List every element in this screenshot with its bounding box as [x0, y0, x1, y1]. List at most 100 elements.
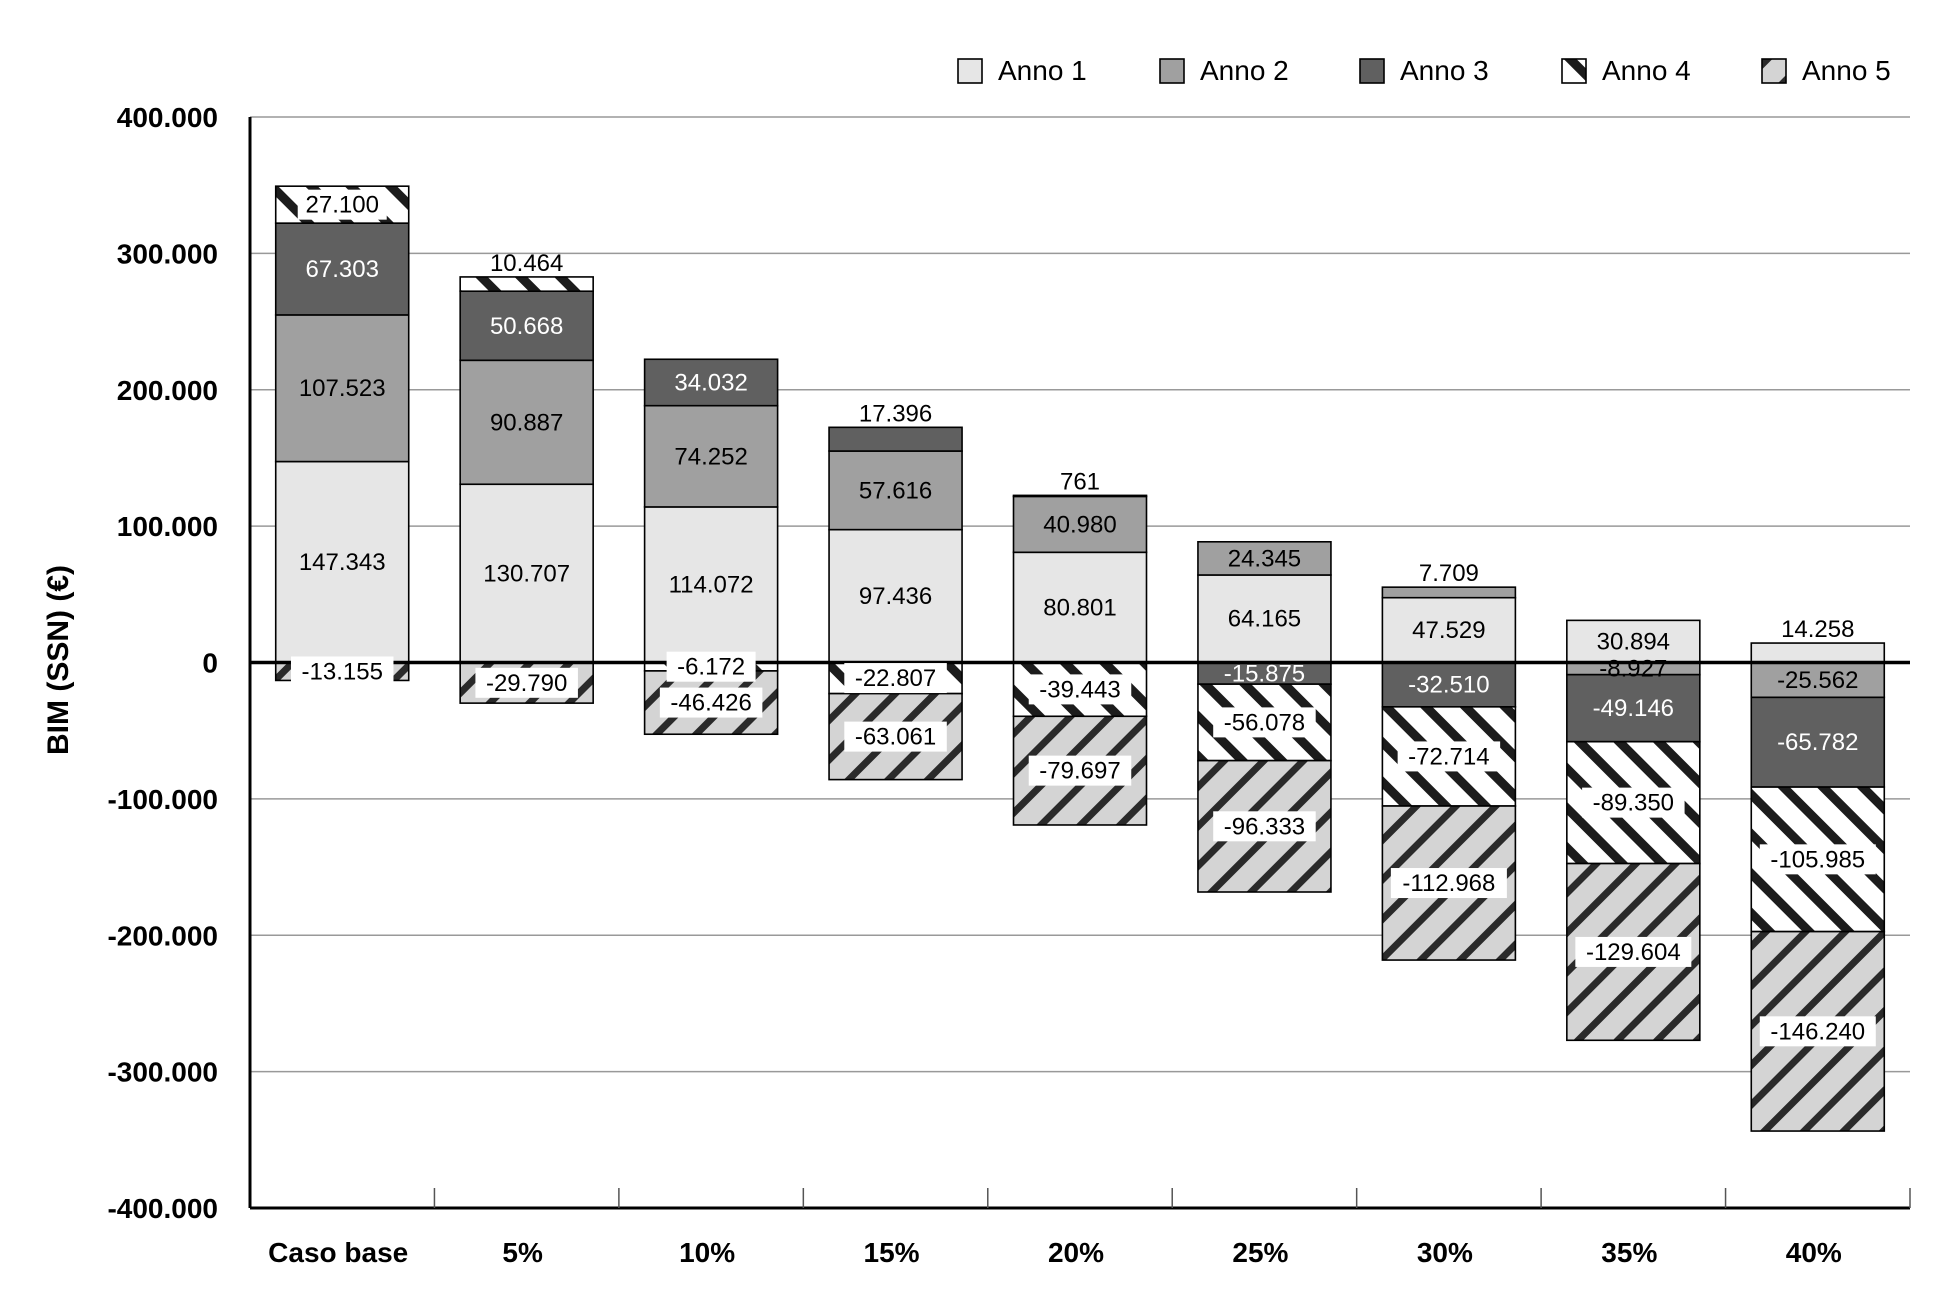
bar-segment-anno-1	[1381, 596, 1517, 664]
bar-segment-anno-3	[459, 290, 594, 362]
x-category-label: 35%	[1601, 1237, 1657, 1268]
data-label-group: -29.790	[475, 667, 578, 698]
bar-segment-anno-1	[1197, 574, 1332, 664]
data-label: -72.714	[1408, 743, 1489, 770]
data-label: 67.303	[306, 256, 379, 283]
y-axis-title: BIM (SSN) (€)	[42, 565, 75, 755]
data-label: 107.523	[299, 375, 386, 402]
y-tick-label: 300.000	[117, 238, 218, 269]
legend: Anno 1 Anno 2 Anno 3 Anno 4 Anno 5	[957, 55, 1891, 86]
data-label-group: -63.061	[844, 721, 947, 752]
data-label: 40.980	[1043, 511, 1116, 538]
data-label: 74.252	[674, 443, 747, 470]
data-label: -8.927	[1599, 656, 1667, 683]
data-label-group: 107.523	[299, 375, 386, 402]
data-label-group: 17.396	[859, 400, 932, 427]
data-label: 80.801	[1043, 594, 1116, 621]
data-label-background	[844, 663, 947, 694]
data-label: -146.240	[1770, 1018, 1865, 1045]
x-category-label: 20%	[1048, 1237, 1104, 1268]
bar-segment-anno-3	[1750, 696, 1886, 788]
x-category-label: 30%	[1417, 1237, 1473, 1268]
data-label-group: 90.887	[490, 409, 563, 436]
data-label: 7.709	[1419, 560, 1479, 587]
data-label-background	[1028, 674, 1132, 705]
legend-swatch	[1359, 58, 1385, 84]
axes: 400.000 300.000 200.000 100.000 0 -100.000 -20…	[107, 102, 1911, 1268]
bar-segment-anno-1	[459, 483, 594, 664]
y-tick-label: -400.000	[107, 1193, 218, 1224]
data-label: -25.562	[1777, 667, 1858, 694]
legend-swatch	[1561, 58, 1587, 84]
data-label-group: -49.146	[1593, 695, 1674, 722]
legend-label: Anno 3	[1400, 55, 1489, 86]
data-label-group: 40.980	[1043, 511, 1116, 538]
data-label: -65.782	[1777, 729, 1858, 756]
data-label-group: 67.303	[306, 256, 379, 283]
data-label: 130.707	[483, 560, 570, 587]
data-label: 64.165	[1228, 606, 1301, 633]
data-label-background	[475, 667, 578, 698]
data-label: 50.668	[490, 313, 563, 340]
data-label-group: -105.985	[1759, 844, 1876, 875]
data-label-group: -32.510	[1408, 672, 1489, 699]
data-label: 27.100	[306, 192, 379, 219]
bar-segment-anno-3	[1381, 661, 1517, 708]
data-label-group: -22.807	[844, 663, 947, 694]
data-label: -32.510	[1408, 672, 1489, 699]
bar-segment-anno-2	[1197, 540, 1332, 576]
data-label: -39.443	[1039, 676, 1120, 703]
data-label-group: -56.078	[1213, 707, 1316, 738]
data-label: 147.343	[299, 549, 386, 576]
data-label-background	[1759, 1016, 1876, 1047]
data-label: -96.333	[1224, 813, 1305, 840]
data-label-background	[1582, 787, 1685, 818]
data-label-group: 14.258	[1781, 616, 1854, 643]
data-label-group: 24.345	[1228, 545, 1301, 572]
y-tick-label: -100.000	[107, 784, 218, 815]
legend-label: Anno 1	[998, 55, 1087, 86]
x-category-label: 5%	[502, 1237, 543, 1268]
data-label: -63.061	[855, 724, 936, 751]
y-tick-label: -200.000	[107, 920, 218, 951]
y-tick-label: 0	[202, 648, 218, 679]
data-label-group: 97.436	[859, 583, 932, 610]
data-label: -56.078	[1224, 709, 1305, 736]
data-label-group: -25.562	[1777, 667, 1858, 694]
bar-segment-anno-2	[828, 450, 963, 531]
data-label-background	[659, 687, 763, 718]
legend-swatch	[1761, 58, 1787, 84]
data-label: 34.032	[674, 369, 747, 396]
data-label-background	[1759, 844, 1876, 875]
data-label-group: 114.072	[669, 572, 754, 599]
bar-segment-anno-1	[1012, 551, 1148, 664]
data-label: -49.146	[1593, 695, 1674, 722]
data-label-group: -13.155	[290, 656, 394, 687]
data-label: 47.529	[1412, 617, 1485, 644]
data-label-group: 10.464	[490, 250, 563, 277]
data-label: -129.604	[1586, 939, 1681, 966]
data-label-background	[666, 651, 756, 682]
data-label-group: -96.333	[1213, 811, 1316, 842]
y-tick-label: 200.000	[117, 375, 218, 406]
x-category-label: 15%	[864, 1237, 920, 1268]
bar-segment-anno-3	[828, 426, 963, 452]
data-label: -112.968	[1402, 870, 1495, 897]
legend-item-anno-3: Anno 3	[1359, 55, 1489, 86]
bar-segment-anno-1	[828, 528, 963, 664]
data-label-group: -89.350	[1582, 787, 1685, 818]
data-label: -6.172	[677, 654, 745, 681]
data-label-background	[1575, 936, 1692, 967]
data-label-background	[1397, 741, 1501, 772]
data-label-background	[1213, 811, 1316, 842]
data-label-group: -65.782	[1777, 729, 1858, 756]
data-label: 114.072	[669, 572, 754, 599]
data-label: 90.887	[490, 409, 563, 436]
y-tick-label: 400.000	[117, 102, 218, 133]
legend-label: Anno 5	[1802, 55, 1891, 86]
data-label-background	[844, 721, 947, 752]
legend-swatch	[1159, 58, 1185, 84]
bar-segment-anno-3	[1566, 673, 1701, 743]
